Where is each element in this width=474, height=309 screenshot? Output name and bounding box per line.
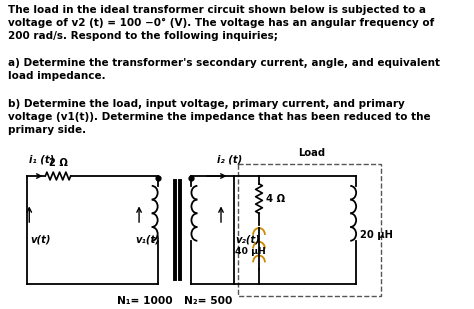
Text: 20 μH: 20 μH <box>360 230 393 240</box>
Text: b) Determine the load, input voltage, primary current, and primary
voltage (v1(t: b) Determine the load, input voltage, pr… <box>8 99 431 135</box>
Text: Load: Load <box>298 148 325 158</box>
Text: i₂ (t): i₂ (t) <box>217 154 242 164</box>
Text: a) Determine the transformer's secondary current, angle, and equivalent
load imp: a) Determine the transformer's secondary… <box>8 58 440 81</box>
Text: i₁ (t): i₁ (t) <box>29 154 55 164</box>
Text: v(t): v(t) <box>30 235 51 245</box>
Text: 2 Ω: 2 Ω <box>48 158 67 168</box>
Text: v₁(t): v₁(t) <box>135 235 160 245</box>
Text: N₁= 1000: N₁= 1000 <box>117 296 173 306</box>
Text: v₂(t): v₂(t) <box>236 235 260 245</box>
Text: 4 Ω: 4 Ω <box>266 193 285 204</box>
Text: N₂= 500: N₂= 500 <box>184 296 233 306</box>
Bar <box>238 164 382 296</box>
Text: 40 μH: 40 μH <box>236 247 266 256</box>
Text: The load in the ideal transformer circuit shown below is subjected to a
voltage : The load in the ideal transformer circui… <box>8 5 434 41</box>
